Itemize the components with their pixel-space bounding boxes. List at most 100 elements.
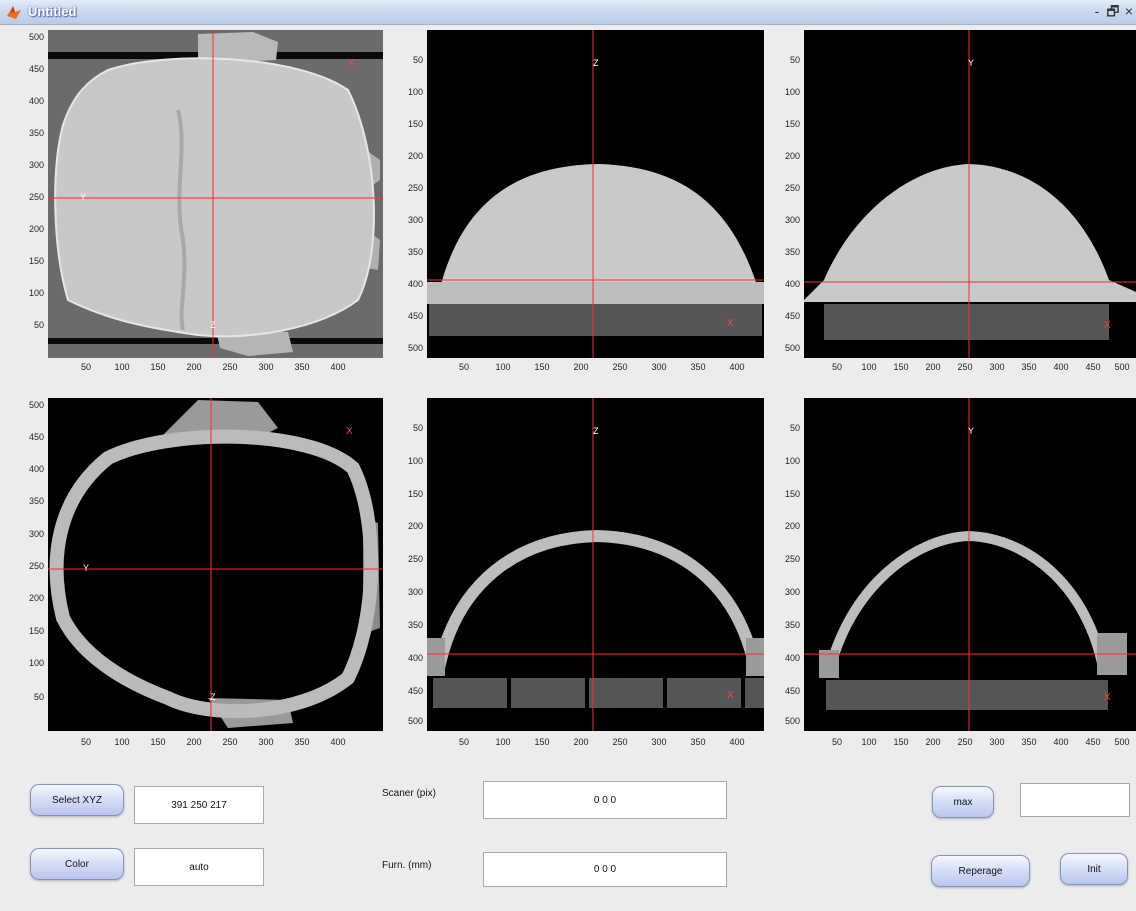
y-tick: 500	[28, 32, 44, 42]
y-tick: 300	[784, 215, 800, 225]
y-marker-label: Y	[83, 563, 90, 573]
title-bar: Untitled - 🗗 ×	[0, 0, 1136, 25]
bottom-right-sagittal-view[interactable]: Y X	[804, 398, 1136, 731]
y-tick: 300	[407, 215, 423, 225]
y-tick: 150	[407, 119, 423, 129]
y-tick: 100	[784, 87, 800, 97]
z-marker-label: Z	[593, 426, 599, 436]
y-tick: 400	[784, 279, 800, 289]
y-tick: 350	[784, 620, 800, 630]
x-tick: 250	[612, 737, 628, 747]
x-tick: 150	[534, 362, 550, 372]
x-tick: 400	[1053, 362, 1069, 372]
x-tick: 400	[330, 737, 346, 747]
x-tick: 250	[612, 362, 628, 372]
top-left-axial-view[interactable]: Y Z X	[48, 30, 383, 358]
x-tick: 350	[1021, 737, 1037, 747]
y-tick: 400	[784, 653, 800, 663]
x-tick: 300	[258, 362, 274, 372]
x-tick: 150	[534, 737, 550, 747]
init-button[interactable]: Init	[1060, 853, 1128, 885]
y-tick: 400	[28, 464, 44, 474]
y-tick: 500	[407, 343, 423, 353]
x-tick: 500	[1114, 362, 1130, 372]
y-tick: 200	[28, 593, 44, 603]
y-tick: 350	[28, 496, 44, 506]
x-tick: 100	[114, 362, 130, 372]
y-marker-label: Y	[968, 426, 975, 436]
x-marker-label: X	[727, 690, 734, 701]
x-tick: 200	[186, 737, 202, 747]
reperage-button[interactable]: Reperage	[931, 855, 1030, 887]
x-tick: 50	[831, 362, 842, 372]
x-tick: 300	[989, 737, 1005, 747]
scaner-value-field[interactable]: 0 0 0	[483, 781, 727, 819]
z-marker-label: Z	[210, 320, 216, 330]
y-tick: 350	[407, 247, 423, 257]
max-button[interactable]: max	[932, 786, 994, 818]
max-value-field[interactable]	[1020, 783, 1130, 817]
y-marker-label: Y	[80, 192, 87, 202]
x-tick: 250	[957, 362, 973, 372]
x-tick: 200	[186, 362, 202, 372]
y-tick: 450	[784, 311, 800, 321]
y-tick: 400	[407, 653, 423, 663]
x-marker-label: X	[1104, 692, 1111, 703]
x-tick: 400	[330, 362, 346, 372]
y-tick: 250	[28, 561, 44, 571]
x-tick: 150	[893, 362, 909, 372]
scaner-label: Scaner (pix)	[382, 788, 436, 799]
y-tick: 50	[33, 692, 44, 702]
select-xyz-button[interactable]: Select XYZ	[30, 784, 124, 816]
x-tick: 150	[150, 362, 166, 372]
furn-label: Furn. (mm)	[382, 860, 432, 871]
y-tick: 50	[412, 423, 423, 433]
bottom-middle-coronal-view[interactable]: Z X	[427, 398, 764, 731]
window-title: Untitled	[28, 4, 77, 19]
y-tick: 250	[784, 183, 800, 193]
z-marker-label: Z	[210, 692, 216, 702]
y-tick: 250	[28, 192, 44, 202]
y-tick: 300	[28, 529, 44, 539]
x-marker-label: X	[348, 58, 355, 69]
x-tick: 350	[690, 737, 706, 747]
bottom-left-axial-view[interactable]: Y Z X	[48, 398, 383, 731]
y-tick: 450	[407, 686, 423, 696]
x-tick: 400	[1053, 737, 1069, 747]
xyz-value-field[interactable]: 391 250 217	[134, 786, 264, 824]
close-button[interactable]: ×	[1124, 3, 1134, 19]
x-tick: 100	[861, 737, 877, 747]
y-tick: 50	[789, 423, 800, 433]
x-tick: 400	[729, 737, 745, 747]
x-tick: 150	[150, 737, 166, 747]
y-tick: 100	[407, 456, 423, 466]
x-tick: 200	[925, 737, 941, 747]
y-tick: 450	[28, 64, 44, 74]
matlab-icon	[6, 4, 22, 20]
x-tick: 200	[573, 362, 589, 372]
x-tick: 200	[573, 737, 589, 747]
restore-button[interactable]: 🗗	[1106, 3, 1120, 19]
top-middle-coronal-view[interactable]: Z X	[427, 30, 764, 358]
y-tick: 50	[789, 55, 800, 65]
x-tick: 50	[80, 362, 91, 372]
x-marker-label: X	[346, 426, 353, 437]
y-tick: 400	[28, 96, 44, 106]
y-tick: 450	[407, 311, 423, 321]
furn-value-field[interactable]: 0 0 0	[483, 852, 727, 887]
x-tick: 250	[957, 737, 973, 747]
y-tick: 200	[28, 224, 44, 234]
x-marker-label: X	[727, 318, 734, 329]
x-tick: 200	[925, 362, 941, 372]
z-marker-label: Z	[593, 58, 599, 68]
color-button[interactable]: Color	[30, 848, 124, 880]
y-tick: 200	[407, 151, 423, 161]
y-tick: 300	[784, 587, 800, 597]
color-value-field[interactable]: auto	[134, 848, 264, 886]
x-tick: 100	[495, 737, 511, 747]
top-right-sagittal-view[interactable]: Y X	[804, 30, 1136, 358]
minimize-button[interactable]: -	[1094, 3, 1100, 19]
x-tick: 300	[651, 362, 667, 372]
x-tick: 300	[651, 737, 667, 747]
x-tick: 50	[831, 737, 842, 747]
